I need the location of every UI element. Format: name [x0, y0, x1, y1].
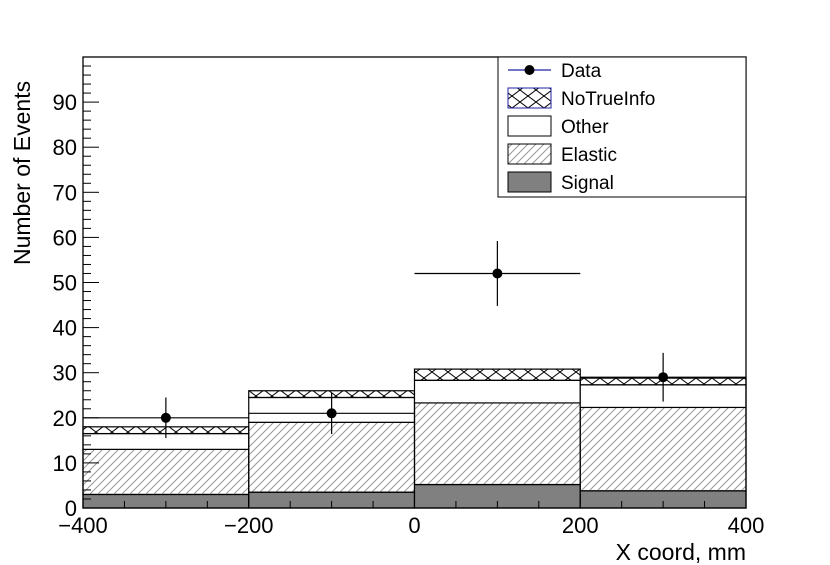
y-tick-label: 50 — [53, 271, 77, 296]
y-tick-label: 80 — [53, 135, 77, 160]
data-point-1 — [326, 408, 337, 419]
x-tick-label: 200 — [562, 513, 599, 538]
bar-notrueinfo-2 — [413, 368, 581, 381]
data-point-0 — [160, 412, 171, 423]
bar-elastic-3 — [579, 406, 747, 492]
y-tick-label: 90 — [53, 90, 77, 115]
y-tick-label: 20 — [53, 406, 77, 431]
y-tick-label: 60 — [53, 225, 77, 250]
y-tick-label: 40 — [53, 316, 77, 341]
y-tick-label: 70 — [53, 180, 77, 205]
x-tick-label: −200 — [224, 513, 274, 538]
bar-elastic-2 — [413, 402, 581, 486]
y-tick-label: 10 — [53, 451, 77, 476]
data-point-3 — [658, 372, 669, 383]
legend-label-signal: Signal — [561, 173, 614, 194]
legend-label-other: Other — [561, 117, 609, 138]
legend: Data NoTrueInfo Other Elastic Signal — [497, 56, 747, 198]
x-tick-label: 0 — [408, 513, 420, 538]
x-tick-label: 400 — [728, 513, 765, 538]
stacked-bars — [82, 368, 747, 509]
y-tick-label: 0 — [65, 496, 77, 521]
legend-label-notrueinfo: NoTrueInfo — [561, 89, 655, 110]
legend-swatch-other — [507, 115, 552, 137]
legend-swatch-signal — [507, 171, 552, 193]
y-axis-title: Number of Events — [9, 81, 35, 265]
legend-label-data: Data — [561, 61, 602, 82]
data-points — [83, 241, 746, 439]
legend-symbol-marker — [524, 65, 535, 75]
legend-swatch-elastic — [507, 143, 552, 165]
bar-other-2 — [413, 379, 581, 404]
y-tick-label: 30 — [53, 361, 77, 386]
x-tick-label: −400 — [58, 513, 108, 538]
x-axis-title: X coord, mm — [616, 539, 746, 565]
data-point-2 — [492, 268, 503, 279]
axes: 0 10 20 30 40 50 60 70 80 90 −400 −200 0 200 400 — [53, 65, 765, 538]
legend-swatch-notrueinfo — [507, 87, 552, 109]
bar-elastic-0 — [82, 448, 250, 496]
legend-label-elastic: Elastic — [561, 145, 617, 166]
